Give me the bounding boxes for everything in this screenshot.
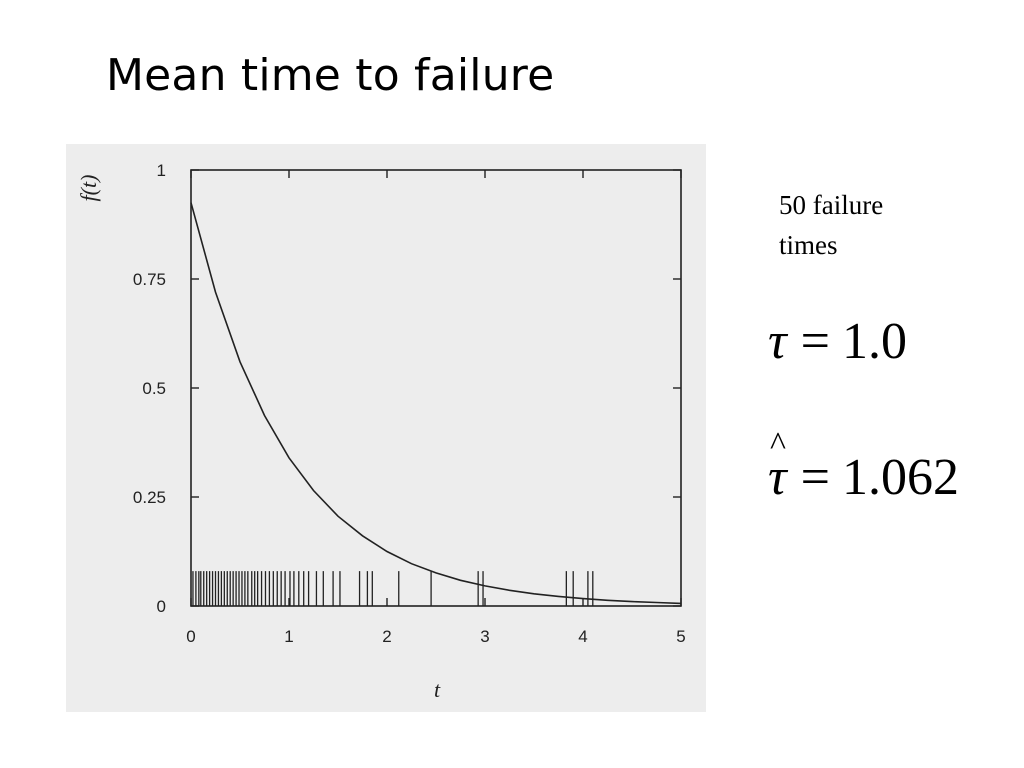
slide-title: Mean time to failure xyxy=(106,50,555,101)
x-axis-label: t xyxy=(434,677,441,702)
y-axis-label: f(t) xyxy=(76,175,101,202)
x-tick-label: 3 xyxy=(480,627,489,646)
true-tau-value: 1.0 xyxy=(841,313,907,370)
y-tick-label: 1 xyxy=(157,161,166,180)
tau-hat-symbol: τ ^ xyxy=(768,426,787,507)
x-tick-label: 1 xyxy=(284,627,293,646)
equals-sign: = xyxy=(800,313,830,370)
x-tick-label: 4 xyxy=(578,627,587,646)
sample-note-line2: times xyxy=(779,230,838,260)
equals-sign: = xyxy=(800,449,830,506)
figure-panel xyxy=(66,144,706,712)
x-tick-label: 2 xyxy=(382,627,391,646)
estimated-tau-equation: τ ^ = 1.062 xyxy=(768,426,959,507)
y-tick-label: 0.5 xyxy=(142,379,166,398)
density-curve xyxy=(190,202,682,605)
y-tick-label: 0 xyxy=(157,597,166,616)
axis-ticks: 0 1 2 3 4 5 0 0.25 0.5 0.75 1 xyxy=(133,161,686,646)
hat-accent: ^ xyxy=(770,426,786,463)
sample-note-line1: 50 failure xyxy=(779,190,884,220)
y-tick-label: 0.75 xyxy=(133,270,166,289)
tau-symbol: τ xyxy=(768,313,787,370)
tau-hat-base: τ xyxy=(768,449,787,506)
y-tick-label: 0.25 xyxy=(133,488,166,507)
true-tau-equation: τ = 1.0 xyxy=(768,312,907,371)
sample-note: 50 failure times xyxy=(779,185,979,265)
estimated-tau-value: 1.062 xyxy=(841,449,959,506)
x-tick-label: 5 xyxy=(676,627,685,646)
plot-frame xyxy=(190,169,682,607)
x-tick-label: 0 xyxy=(186,627,195,646)
failure-rug xyxy=(192,571,594,606)
